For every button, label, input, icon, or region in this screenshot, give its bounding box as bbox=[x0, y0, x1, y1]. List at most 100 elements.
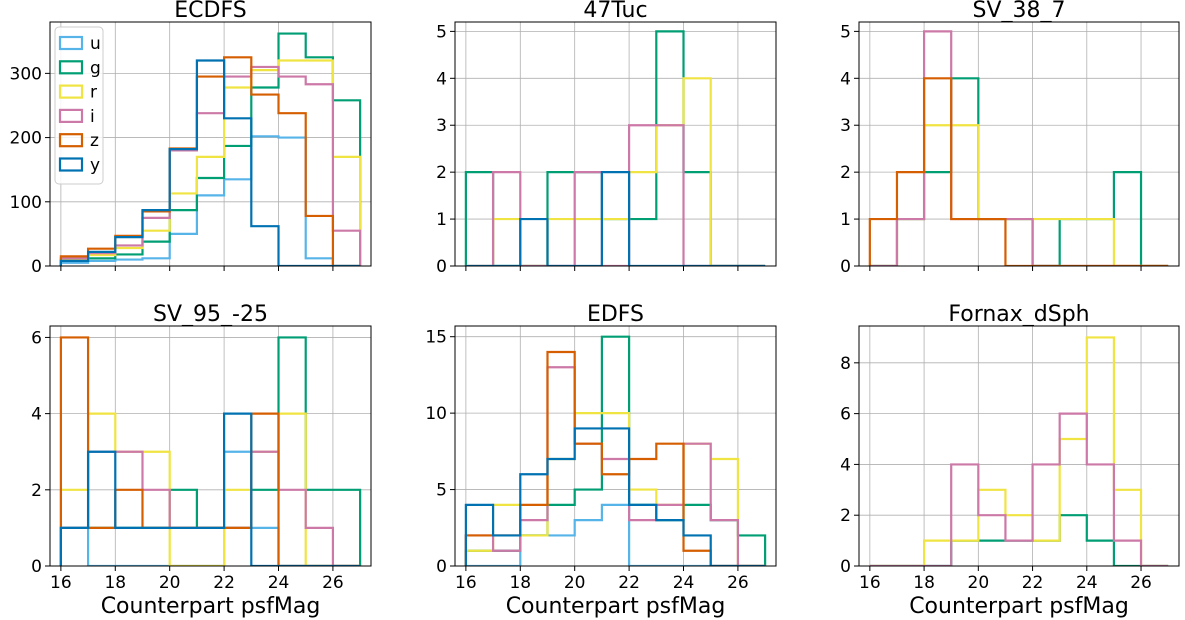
x-tick-label: 16 bbox=[455, 573, 477, 593]
grid bbox=[50, 326, 371, 567]
x-tick-label: 26 bbox=[1130, 573, 1152, 593]
series-i-histogram bbox=[59, 65, 362, 266]
x-tick-label: 16 bbox=[859, 573, 881, 593]
y-tick-label: 4 bbox=[31, 405, 42, 425]
x-tick-label: 20 bbox=[968, 573, 990, 593]
series-g-histogram bbox=[464, 30, 766, 266]
series-u-histogram bbox=[59, 450, 361, 566]
y-tick-label: 0 bbox=[436, 557, 447, 577]
axes-frame bbox=[49, 325, 372, 567]
y-tick-label: 5 bbox=[436, 22, 447, 42]
y-tick-label: 2 bbox=[840, 506, 851, 526]
axes-frame bbox=[454, 325, 777, 567]
series-z-histogram bbox=[868, 77, 1169, 266]
y-tick-label: 15 bbox=[425, 328, 447, 348]
y-tick-label: 4 bbox=[840, 69, 851, 89]
y-tick-label: 3 bbox=[436, 116, 447, 136]
plot-area bbox=[464, 30, 766, 266]
series-y-histogram bbox=[464, 427, 766, 566]
panel-title: SV_95_-25 bbox=[153, 302, 268, 327]
plot-area bbox=[59, 32, 362, 266]
x-tick-label: 24 bbox=[1076, 573, 1098, 593]
x-tick-label: 18 bbox=[104, 573, 126, 593]
legend-label-u: u bbox=[90, 34, 101, 54]
axes-frame bbox=[858, 21, 1180, 267]
panel-sv-38-7: 0 1 2 3 4 5 SV_38_7 bbox=[840, 0, 1180, 277]
y-tick-label: 100 bbox=[10, 193, 42, 213]
plot-area bbox=[868, 30, 1169, 266]
series-i-histogram bbox=[869, 412, 1169, 566]
grid bbox=[859, 22, 1179, 267]
legend-swatch-y bbox=[58, 157, 84, 172]
y-tick-label: 0 bbox=[840, 257, 851, 277]
x-tick-label: 26 bbox=[322, 573, 344, 593]
y-tick-label: 300 bbox=[10, 64, 42, 84]
y-tick-label: 200 bbox=[10, 129, 42, 149]
panel-47tuc: 0 1 2 3 4 5 47Tuc bbox=[436, 0, 777, 277]
panel-edfs: 16 18 20 22 24 26 0 5 10 15 EDFS Counterpart psfMag bbox=[425, 302, 777, 619]
y-tick-label: 6 bbox=[31, 328, 42, 348]
x-tick-label: 24 bbox=[268, 573, 290, 593]
x-tick-label: 18 bbox=[509, 573, 531, 593]
legend-swatch-u bbox=[58, 35, 84, 51]
legend-label-i: i bbox=[90, 107, 95, 127]
legend-label-y: y bbox=[90, 156, 100, 176]
x-axis-label: Counterpart psfMag bbox=[101, 594, 321, 619]
series-g-histogram bbox=[464, 335, 767, 566]
panel-title: EDFS bbox=[587, 302, 644, 327]
series-g-histogram bbox=[59, 32, 362, 266]
grid bbox=[455, 326, 776, 567]
y-tick-label: 4 bbox=[840, 455, 851, 475]
x-tick-label: 20 bbox=[159, 573, 181, 593]
legend-swatch-g bbox=[58, 60, 84, 75]
legend-label-r: r bbox=[90, 83, 97, 103]
series-r-histogram bbox=[59, 412, 361, 566]
x-tick-label: 24 bbox=[673, 573, 695, 593]
series-i-histogram bbox=[59, 450, 361, 566]
grid bbox=[455, 22, 776, 267]
y-tick-label: 2 bbox=[436, 163, 447, 183]
panel-title: Fornax_dSph bbox=[948, 302, 1089, 327]
series-i-histogram bbox=[465, 124, 766, 266]
panel-fornax-dsph: 16 18 20 22 24 2602468Fornax_dSphCounterpart … bbox=[840, 302, 1180, 619]
series-y-histogram bbox=[59, 59, 361, 266]
plot-area bbox=[59, 336, 362, 566]
series-z-histogram bbox=[59, 56, 361, 266]
series-i-histogram bbox=[869, 30, 1169, 266]
series-y-histogram bbox=[465, 171, 766, 266]
panel-title: SV_38_7 bbox=[972, 0, 1065, 23]
legend-swatch-z bbox=[58, 133, 84, 148]
y-tick-label: 5 bbox=[840, 22, 851, 42]
y-tick-label: 8 bbox=[840, 354, 851, 374]
y-tick-label: 4 bbox=[436, 69, 447, 89]
y-tick-label: 10 bbox=[425, 404, 447, 424]
x-tick-label: 20 bbox=[564, 573, 586, 593]
y-tick-label: 0 bbox=[840, 557, 851, 577]
axes-frame bbox=[454, 21, 777, 267]
x-tick-label: 26 bbox=[727, 573, 749, 593]
legend-swatch-i bbox=[58, 108, 84, 124]
x-tick-label: 22 bbox=[1022, 573, 1044, 593]
y-tick-label: 1 bbox=[436, 210, 447, 230]
legend-frame bbox=[54, 26, 104, 185]
y-tick-label: 3 bbox=[840, 116, 851, 136]
series-r-histogram bbox=[869, 336, 1169, 566]
y-tick-label: 6 bbox=[840, 405, 851, 425]
legend-label-z: z bbox=[90, 131, 99, 151]
x-axis-label: Counterpart psfMag bbox=[506, 594, 726, 619]
panel-title: 47Tuc bbox=[583, 0, 647, 23]
y-tick-label: 2 bbox=[840, 163, 851, 183]
grid bbox=[859, 326, 1179, 567]
plot-area bbox=[464, 335, 767, 566]
y-tick-label: 0 bbox=[31, 557, 42, 577]
axes-frame bbox=[858, 325, 1180, 567]
y-tick-label: 0 bbox=[436, 257, 447, 277]
legend-swatch-r bbox=[58, 84, 84, 99]
y-tick-label: 0 bbox=[31, 257, 42, 277]
y-tick-label: 1 bbox=[840, 210, 851, 230]
x-tick-label: 16 bbox=[50, 573, 72, 593]
panel-title: ECDFS bbox=[174, 0, 246, 23]
